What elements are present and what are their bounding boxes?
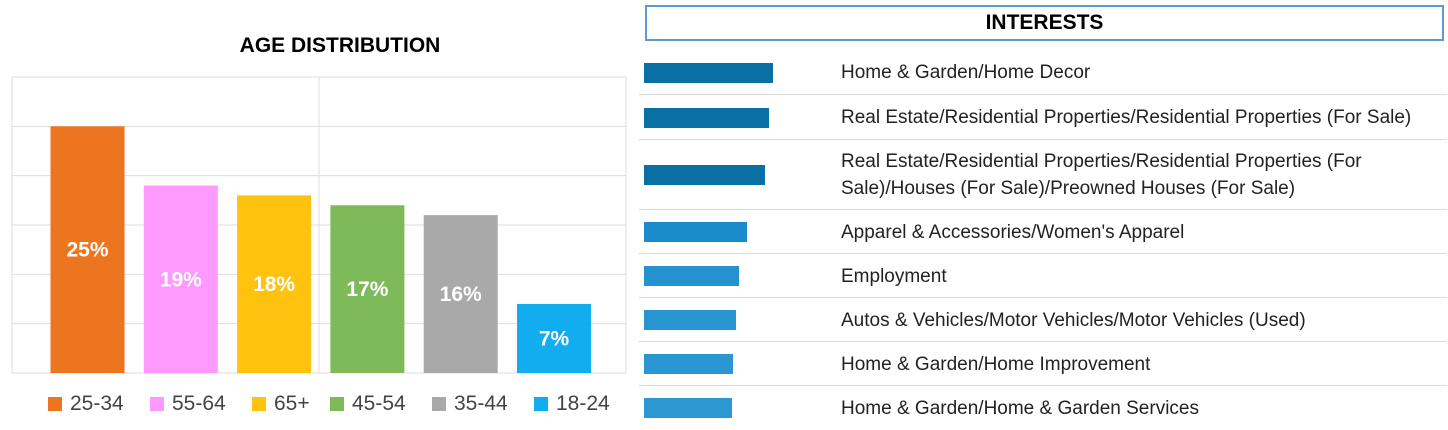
interest-label: Home & Garden/Home & Garden Services — [841, 398, 1199, 419]
legend-swatch — [150, 397, 164, 411]
legend-swatch — [432, 397, 446, 411]
legend-label: 35-44 — [454, 392, 508, 415]
legend-label: 18-24 — [556, 392, 610, 415]
data-label: 18% — [253, 273, 295, 296]
interest-label: Employment — [841, 266, 947, 287]
interests-title: INTERESTS — [645, 5, 1444, 41]
interest-label: Home & Garden/Home Decor — [841, 62, 1091, 83]
interest-row: Employment — [639, 254, 1447, 298]
interest-row: Home & Garden/Home Improvement — [639, 342, 1447, 386]
bar-65+ — [237, 195, 312, 373]
legend-label: 25-34 — [70, 392, 124, 415]
legend-label: 55-64 — [172, 392, 226, 415]
data-label: 16% — [440, 283, 482, 306]
data-label: 17% — [346, 278, 388, 301]
bar-25-34 — [50, 126, 125, 373]
legend-swatch — [48, 397, 62, 411]
interest-row: Real Estate/Residential Properties/Resid… — [639, 140, 1447, 210]
interest-row: Home & Garden/Home Decor — [639, 50, 1447, 95]
age-chart-title: AGE DISTRIBUTION — [239, 34, 441, 57]
interest-row: Apparel & Accessories/Women's Apparel — [639, 210, 1447, 254]
legend-swatch — [330, 397, 344, 411]
legend-label: 45-54 — [352, 392, 406, 415]
data-label: 19% — [160, 268, 202, 291]
bar-45-54 — [330, 205, 405, 373]
legend-swatch — [534, 397, 548, 411]
bar-35-44 — [423, 215, 498, 373]
interest-bar — [644, 310, 736, 330]
bar-18-24 — [517, 303, 591, 373]
age-distribution-panel: AGE DISTRIBUTION 25% 19% 18% 17% 16% 7% 25-34 5… — [0, 0, 630, 427]
interests-panel: INTERESTS Home & Garden/Home Decor Real E… — [636, 0, 1448, 427]
legend-label: 65+ — [274, 392, 310, 415]
interest-label: Real Estate/Residential Properties/Resid… — [841, 151, 1362, 199]
age-distribution-chart: 25% 19% 18% 17% 16% 7% 25-34 55-64 65+ 45-54 35-44… — [11, 76, 627, 415]
data-label: 25% — [66, 239, 108, 262]
interest-label: Autos & Vehicles/Motor Vehicles/Motor Ve… — [841, 310, 1306, 331]
interest-label: Home & Garden/Home Improvement — [841, 354, 1151, 375]
interest-bar — [644, 222, 747, 242]
interest-label: Real Estate/Residential Properties/Resid… — [841, 107, 1412, 128]
interest-bar — [644, 63, 773, 83]
interest-bar — [644, 165, 765, 185]
bar-55-64 — [143, 185, 218, 373]
interest-row: Real Estate/Residential Properties/Resid… — [639, 95, 1447, 140]
interest-bar — [644, 398, 732, 418]
interest-label: Apparel & Accessories/Women's Apparel — [841, 222, 1185, 243]
data-label: 7% — [539, 327, 570, 350]
interest-bar — [644, 108, 769, 128]
legend-swatch — [252, 397, 266, 411]
interest-bar — [644, 266, 739, 286]
interest-row: Autos & Vehicles/Motor Vehicles/Motor Ve… — [639, 298, 1447, 342]
interest-row: Home & Garden/Home & Garden Services — [639, 386, 1447, 430]
interest-bar — [644, 354, 733, 374]
